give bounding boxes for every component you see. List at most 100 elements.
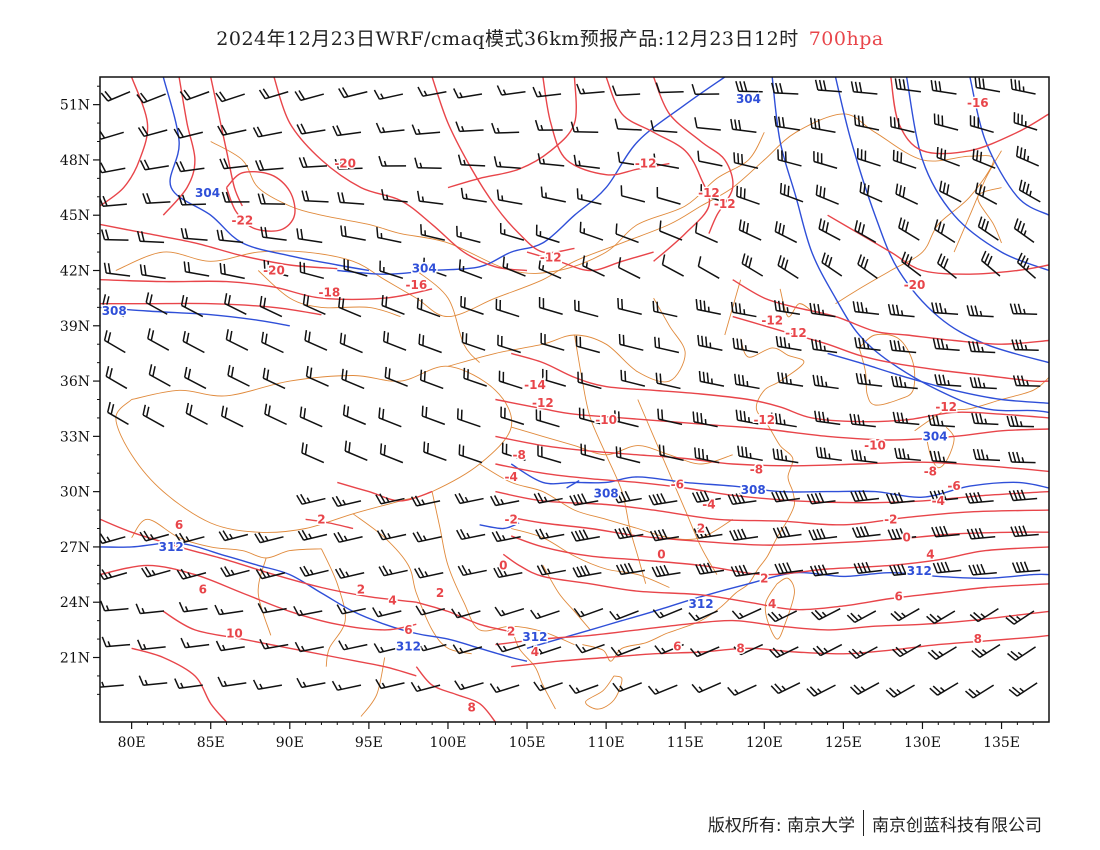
- wind-barb: [334, 158, 363, 170]
- wind-barb: [974, 182, 998, 205]
- lat-tick-label: 51N: [60, 98, 90, 114]
- lon-tick-label: 80E: [118, 735, 146, 751]
- wind-barb: [926, 610, 956, 624]
- wind-barb: [695, 562, 725, 575]
- boundary-line: [131, 518, 322, 559]
- wind-barb: [889, 339, 917, 354]
- wind-barb: [534, 119, 563, 131]
- wind-barb: [767, 610, 798, 623]
- wind-barb: [772, 526, 802, 539]
- wind-barb: [891, 643, 922, 658]
- wind-barb: [652, 607, 683, 619]
- wind-barb: [770, 412, 797, 428]
- wind-barb: [457, 154, 486, 167]
- wind-barb: [647, 684, 678, 695]
- wind-barb: [895, 183, 919, 205]
- wind-barb: [252, 679, 283, 690]
- wind-barb: [885, 684, 915, 698]
- wind-barb: [533, 681, 563, 692]
- wind-barb: [100, 600, 129, 612]
- wind-barb: [611, 85, 641, 97]
- height-contour-layer: [100, 77, 1049, 662]
- temperature-isotherm: [162, 77, 196, 216]
- wind-barb: [219, 263, 245, 280]
- height-contour: [969, 77, 1049, 216]
- wind-barb: [620, 185, 646, 203]
- temperature-isotherm: [495, 435, 1049, 473]
- wind-barb: [620, 369, 646, 387]
- wind-barb: [460, 295, 484, 315]
- wind-barb: [688, 610, 718, 622]
- contour-label: 312: [522, 630, 547, 644]
- wind-barb: [618, 333, 644, 351]
- contour-label: 6: [404, 623, 412, 637]
- wind-barb: [496, 642, 526, 653]
- wind-barb: [494, 606, 525, 617]
- wind-barb: [417, 641, 447, 652]
- wind-barb: [490, 495, 520, 507]
- wind-barb: [221, 191, 250, 203]
- wind-barb: [969, 608, 999, 623]
- wind-barb: [980, 250, 1001, 277]
- wind-barb: [333, 531, 363, 543]
- contour-label: -12: [714, 197, 736, 211]
- wind-barb: [969, 377, 997, 390]
- wind-barb: [533, 492, 563, 504]
- wind-barb: [220, 405, 244, 428]
- wind-barb: [339, 332, 363, 354]
- wind-barb: [977, 216, 999, 241]
- wind-barb: [215, 640, 245, 652]
- lon-tick-label: 90E: [276, 735, 304, 751]
- contour-label: -2: [884, 512, 897, 526]
- wind-barb: [1016, 252, 1037, 279]
- wind-barb: [933, 219, 956, 244]
- boundary-line: [764, 577, 795, 640]
- wind-barb: [378, 565, 408, 577]
- wind-barb: [939, 180, 962, 203]
- wind-barb: [410, 681, 441, 693]
- wind-barb: [535, 224, 560, 244]
- wind-barb-layer: [100, 77, 1041, 699]
- wind-barb: [968, 563, 997, 576]
- wind-barb: [182, 330, 205, 354]
- wind-barb: [331, 680, 362, 691]
- wind-barb: [419, 369, 444, 390]
- wind-barb: [461, 331, 486, 351]
- contour-label: 4: [531, 645, 539, 659]
- boundary-line: [352, 513, 472, 655]
- wind-barb: [415, 605, 445, 616]
- wind-barb: [458, 259, 483, 280]
- wind-barb: [463, 367, 487, 387]
- wind-barb: [894, 447, 921, 462]
- wind-barb: [770, 682, 801, 695]
- wind-barb: [496, 85, 526, 96]
- contour-label: 4: [388, 593, 396, 607]
- lon-tick-label: 130E: [904, 735, 941, 751]
- wind-barb: [412, 531, 442, 543]
- wind-barb: [423, 441, 447, 462]
- height-contour: [526, 571, 1049, 649]
- wind-barb: [257, 193, 286, 205]
- temperature-isotherm: [100, 518, 417, 603]
- contour-label: -4: [932, 494, 945, 508]
- wind-barb: [542, 368, 567, 387]
- contour-label: -12: [540, 251, 562, 265]
- wind-barb: [854, 220, 877, 244]
- wind-barb: [966, 527, 996, 540]
- wind-barb: [219, 158, 248, 170]
- wind-barb: [657, 408, 683, 426]
- height-contour: [100, 542, 528, 662]
- wind-barb: [806, 684, 836, 697]
- temperature-isotherm: [542, 77, 670, 176]
- wind-barb: [141, 566, 171, 578]
- wind-barb: [617, 257, 641, 280]
- wind-barb: [416, 297, 441, 318]
- wind-barb: [373, 89, 404, 100]
- wind-barb: [176, 568, 207, 580]
- wind-barb: [777, 371, 804, 387]
- wind-barb: [227, 364, 250, 387]
- wind-barb: [578, 407, 604, 426]
- wind-barb: [452, 644, 483, 655]
- wind-barb: [771, 490, 800, 503]
